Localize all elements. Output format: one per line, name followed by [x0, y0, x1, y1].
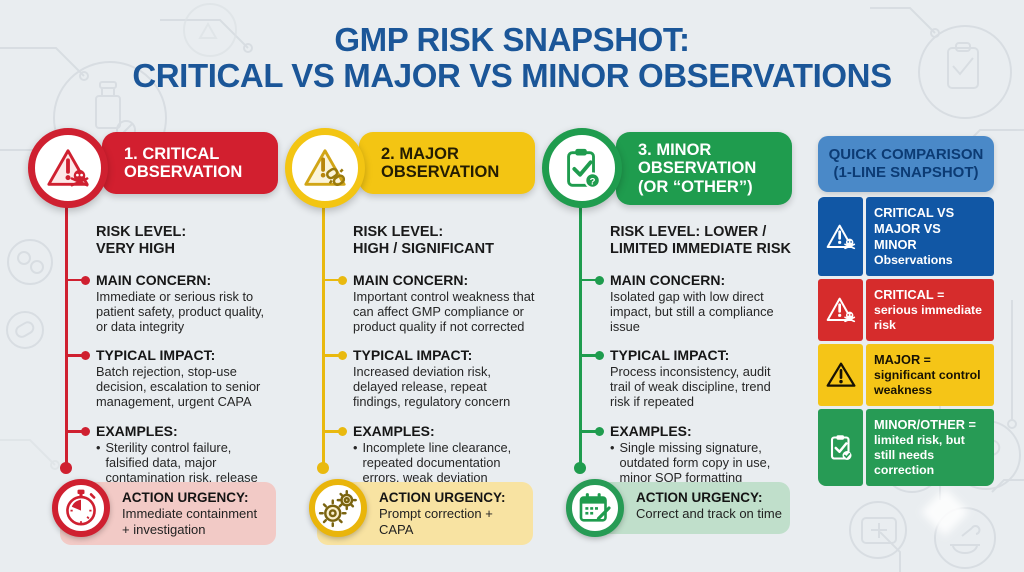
- major-action-urgency: ACTION URGENCY: Prompt correction + CAPA: [309, 479, 533, 545]
- risk-level-label: RISK LEVEL:: [96, 224, 187, 240]
- section-text: Immediate or serious risk to patient saf…: [96, 288, 265, 334]
- critical-main-concern: MAIN CONCERN: Immediate or serious risk …: [65, 271, 278, 335]
- major-header: 2. MAJOR OBSERVATION: [283, 126, 535, 216]
- comparison-row-text: CRITICAL VS MAJOR VS MINOR Observations: [866, 197, 994, 276]
- major-risk-level: RISK LEVEL: HIGH / SIGNIFICANT: [353, 224, 539, 259]
- section-label: EXAMPLES:: [96, 423, 178, 440]
- major-main-concern: MAIN CONCERN: Important control weakness…: [322, 271, 535, 335]
- minor-badge: 3. MINOR OBSERVATION (OR “OTHER”): [616, 132, 792, 206]
- warning-triangle-icon: [818, 344, 863, 406]
- page-title: GMP RISK SNAPSHOT: CRITICAL VS MAJOR VS …: [0, 21, 1024, 95]
- clipboard-check-icon: [818, 409, 863, 486]
- warning-triangle-skull-icon: [818, 197, 863, 276]
- warning-triangle-chain-icon: [285, 128, 365, 208]
- section-text: Process inconsistency, audit trail of we…: [610, 364, 771, 410]
- title-line-2: CRITICAL VS MAJOR VS MINOR OBSERVATIONS: [132, 57, 892, 95]
- major-badge: 2. MAJOR OBSERVATION: [359, 132, 535, 194]
- row-rest-text: = significant control weakness: [874, 353, 981, 397]
- action-urgency-text: Immediate containment + investigation: [122, 506, 258, 537]
- action-urgency-text: Prompt correction + CAPA: [379, 506, 493, 537]
- risk-level-value: VERY HIGH: [96, 241, 175, 258]
- section-text: Increased deviation risk, delayed releas…: [353, 364, 511, 410]
- svg-text:?: ?: [590, 176, 596, 187]
- minor-main-concern: MAIN CONCERN: Isolated gap with low dire…: [579, 271, 792, 335]
- minor-observation-column: ? 3. MINOR OBSERVATION (OR “OTHER”) RISK…: [540, 126, 792, 537]
- minor-action-urgency: ACTION URGENCY: Correct and track on tim…: [566, 479, 790, 537]
- stopwatch-icon: [52, 479, 110, 537]
- header-line-1: QUICK COMPARISON: [828, 146, 984, 163]
- comparison-row-text: MAJOR = significant control weakness: [866, 344, 994, 406]
- critical-risk-level: RISK LEVEL: VERY HIGH: [96, 224, 282, 259]
- row-rest-text: limited risk, but still needs correction: [874, 433, 965, 477]
- section-label: MAIN CONCERN:: [353, 271, 469, 288]
- action-urgency-text: Correct and track on time: [636, 506, 782, 522]
- action-urgency-label: ACTION URGENCY:: [122, 490, 249, 505]
- comparison-row-overview: CRITICAL VS MAJOR VS MINOR Observations: [818, 197, 994, 276]
- critical-observation-column: 1. CRITICAL OBSERVATION RISK LEVEL: VERY…: [26, 126, 278, 545]
- minor-header: ? 3. MINOR OBSERVATION (OR “OTHER”): [540, 126, 792, 216]
- row-rest-text: Observations: [874, 253, 953, 267]
- clipboard-check-question-icon: ?: [542, 128, 622, 208]
- quick-comparison-panel: QUICK COMPARISON (1-LINE SNAPSHOT): [818, 136, 994, 486]
- header-line-2: (1-LINE SNAPSHOT): [833, 164, 979, 181]
- comparison-row-text: MINOR/OTHER = limited risk, but still ne…: [866, 409, 994, 486]
- row-strong-text: CRITICAL: [874, 287, 934, 302]
- bullet: •: [353, 439, 358, 455]
- risk-level-value: LIMITED IMMEDIATE RISK: [610, 241, 791, 258]
- calendar-pencil-icon: [566, 479, 624, 537]
- section-label: MAIN CONCERN:: [610, 271, 726, 288]
- critical-action-urgency: ACTION URGENCY: Immediate containment + …: [52, 479, 276, 545]
- risk-level-label: RISK LEVEL: LOWER /: [610, 224, 767, 240]
- critical-header: 1. CRITICAL OBSERVATION: [26, 126, 278, 216]
- section-label: TYPICAL IMPACT:: [96, 347, 216, 364]
- comparison-rows: CRITICAL VS MAJOR VS MINOR Observations: [818, 197, 994, 486]
- major-observation-column: 2. MAJOR OBSERVATION RISK LEVEL: HIGH / …: [283, 126, 535, 545]
- minor-risk-level: RISK LEVEL: LOWER / LIMITED IMMEDIATE RI…: [610, 224, 796, 259]
- warning-triangle-skull-icon: [818, 279, 863, 341]
- section-text: Isolated gap with low direct impact, but…: [610, 288, 774, 334]
- quick-comparison-header: QUICK COMPARISON (1-LINE SNAPSHOT): [818, 136, 994, 192]
- section-label: TYPICAL IMPACT:: [353, 347, 473, 364]
- critical-typical-impact: TYPICAL IMPACT: Batch rejection, stop-us…: [65, 347, 278, 410]
- bullet: •: [610, 439, 615, 455]
- comparison-row-critical: CRITICAL = serious immediate risk: [818, 279, 994, 341]
- section-label: TYPICAL IMPACT:: [610, 347, 730, 364]
- row-strong-text: MAJOR: [874, 352, 921, 367]
- sparkle-highlight: [920, 487, 970, 537]
- row-rest-text: = serious immediate risk: [874, 288, 982, 332]
- action-urgency-label: ACTION URGENCY:: [636, 490, 763, 505]
- bullet: •: [96, 439, 101, 455]
- critical-badge: 1. CRITICAL OBSERVATION: [102, 132, 278, 194]
- title-line-1: GMP RISK SNAPSHOT:: [334, 21, 690, 58]
- comparison-row-major: MAJOR = significant control weakness: [818, 344, 994, 406]
- critical-connector-line: [61, 206, 71, 474]
- row-strong-text: CRITICAL VS MAJOR VS MINOR: [874, 205, 955, 252]
- minor-connector-line: [575, 206, 585, 474]
- gears-icon: [309, 479, 367, 537]
- section-text: Important control weakness that can affe…: [353, 288, 535, 334]
- risk-level-value: HIGH / SIGNIFICANT: [353, 241, 494, 258]
- major-typical-impact: TYPICAL IMPACT: Increased deviation risk…: [322, 347, 535, 410]
- major-connector-line: [318, 206, 328, 474]
- section-label: EXAMPLES:: [353, 423, 435, 440]
- row-strong-text: MINOR/OTHER =: [874, 417, 977, 432]
- warning-triangle-skull-icon: [28, 128, 108, 208]
- minor-typical-impact: TYPICAL IMPACT: Process inconsistency, a…: [579, 347, 792, 410]
- section-label: EXAMPLES:: [610, 423, 692, 440]
- comparison-row-text: CRITICAL = serious immediate risk: [866, 279, 994, 341]
- risk-level-label: RISK LEVEL:: [353, 224, 444, 240]
- comparison-row-minor: MINOR/OTHER = limited risk, but still ne…: [818, 409, 994, 486]
- section-label: MAIN CONCERN:: [96, 271, 212, 288]
- action-urgency-label: ACTION URGENCY:: [379, 490, 506, 505]
- section-text: Batch rejection, stop-use decision, esca…: [96, 364, 261, 410]
